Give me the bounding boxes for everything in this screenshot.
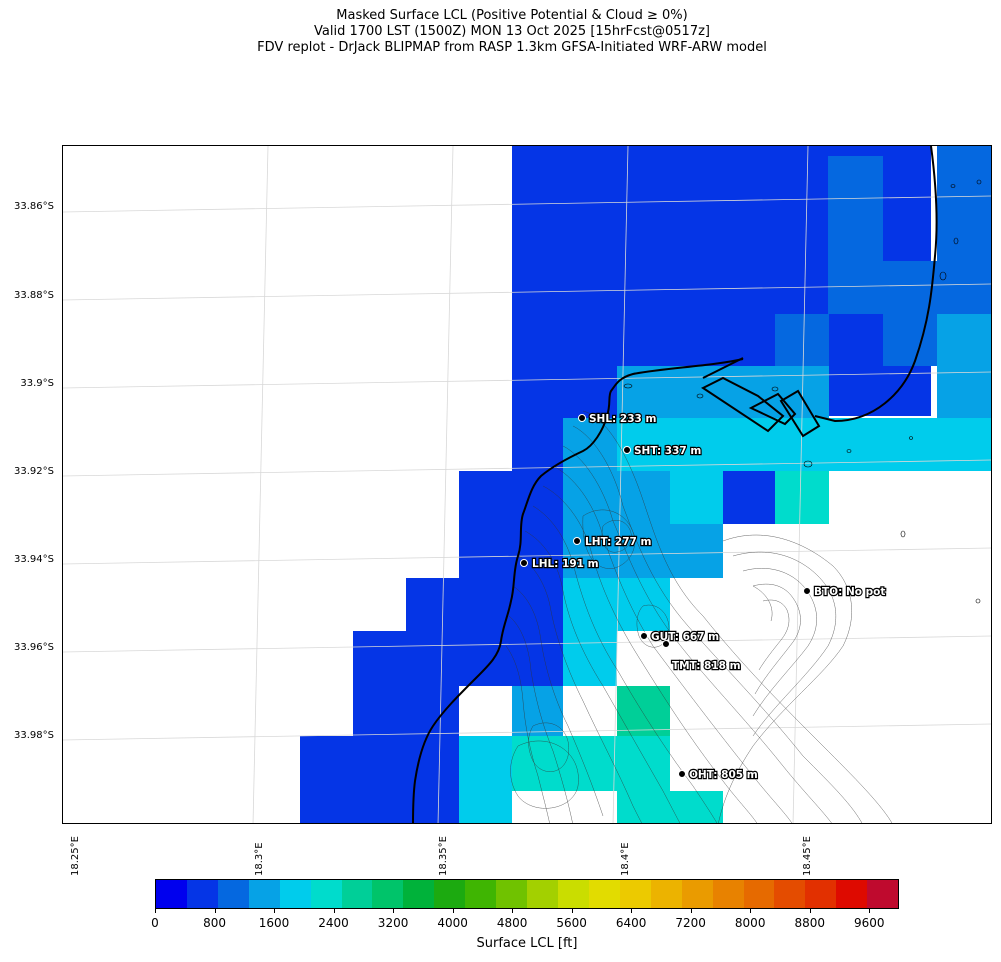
lat-tick-label: 33.92°S [14, 466, 54, 477]
colorbar-tick-mark [809, 909, 811, 913]
site-label-lht: LHT: 277 m [585, 536, 651, 548]
colorbar-tick-mark [631, 909, 633, 913]
site-label-tmt: TMT: 818 m [672, 660, 741, 672]
colorbar-swatch [743, 880, 775, 908]
harbour-details [623, 179, 982, 604]
colorbar-tick-mark [690, 909, 692, 913]
site-marker-tmt[interactable] [662, 640, 670, 648]
colorbar-swatch [681, 880, 713, 908]
site-markers-layer: SHL: 233 m SHT: 337 m LHT: 277 m LHL: 191 m… [520, 412, 887, 782]
lcl-raster-cells [300, 146, 991, 823]
colorbar-tick-mark [333, 909, 335, 913]
map-title-line2: Valid 1700 LST (1500Z) MON 13 Oct 2025 [… [314, 24, 710, 39]
coastline [412, 146, 938, 823]
raster-zone-sky-1 [775, 314, 829, 366]
map-title-line3: FDV replot - DrJack BLIPMAP from RASP 1.… [257, 40, 767, 55]
site-label-oht: OHT: 805 m [689, 769, 758, 781]
map-title-block: Masked Surface LCL (Positive Potential &… [0, 8, 1001, 56]
colorbar-swatch [186, 880, 218, 908]
lon-tick-label: 18.4°E [620, 842, 631, 876]
colorbar-tick-label: 2400 [318, 916, 349, 930]
colorbar-swatch [712, 880, 744, 908]
colorbar-tick-mark [452, 909, 454, 913]
colorbar-tick-mark [155, 909, 156, 913]
raster-zone-turq-4 [563, 736, 617, 791]
lat-tick-label: 33.86°S [14, 201, 54, 212]
raster-zone-sky-2 [563, 314, 991, 471]
site-marker-bto[interactable] [803, 587, 811, 595]
colorbar-swatch [310, 880, 342, 908]
colorbar-tick-label: 9600 [853, 916, 885, 930]
colorbar-swatch [527, 880, 558, 908]
colorbar-tick-label: 800 [203, 916, 226, 930]
site-marker-sht[interactable] [623, 446, 631, 454]
colorbar-tick-label: 0 [151, 916, 159, 930]
colorbar-tick-label: 8800 [794, 916, 825, 930]
lat-tick-label: 33.9°S [20, 378, 54, 389]
lat-tick-label: 33.88°S [14, 290, 54, 301]
colorbar-tick-mark [214, 909, 216, 913]
colorbar-tick-mark [393, 909, 395, 913]
colorbar-tick-label: 4000 [437, 916, 468, 930]
colorbar-swatch [774, 880, 806, 908]
colorbar-tick-mark [274, 909, 276, 913]
lat-tick-label: 33.98°S [14, 730, 54, 741]
site-label-bto: BTO: No pot [814, 586, 885, 598]
lcl-map-panel[interactable]: SHL: 233 m SHT: 337 m LHT: 277 m LHL: 191 m… [62, 145, 992, 824]
map-canvas [63, 146, 991, 823]
colorbar-tick-label: 8000 [734, 916, 766, 930]
colorbar-swatch [496, 880, 528, 908]
colorbar-swatch [248, 880, 280, 908]
colorbar-swatch [805, 880, 837, 908]
colorbar-swatch [867, 880, 899, 908]
colorbar-tick-mark [869, 909, 871, 913]
site-marker-gut[interactable] [640, 632, 648, 640]
site-label-shl: SHL: 233 m [589, 413, 656, 425]
site-marker-lhl[interactable] [520, 559, 528, 567]
site-label-lhl: LHL: 191 m [532, 558, 599, 570]
lon-tick-label: 18.35°E [438, 836, 449, 876]
site-label-gut: GUT: 667 m [651, 631, 719, 643]
lon-tick-label: 18.3°E [254, 842, 265, 876]
colorbar-swatch [156, 880, 187, 908]
colorbar-tick-label: 1600 [258, 916, 290, 930]
colorbar-swatch [217, 880, 249, 908]
colorbar-tick-label: 5600 [556, 916, 587, 930]
colorbar-swatch [836, 880, 868, 908]
colorbar-swatch [619, 880, 651, 908]
colorbar-swatch [434, 880, 466, 908]
raster-zone-turq-3 [617, 686, 670, 736]
colorbar-swatch [372, 880, 404, 908]
colorbar-tick-mark [512, 909, 514, 913]
colorbar-label: Surface LCL [ft] [476, 936, 578, 951]
site-marker-lht[interactable] [573, 537, 581, 545]
colorbar-swatch [465, 880, 497, 908]
colorbar-swatch [279, 880, 311, 908]
colorbar-tick-label: 7200 [675, 916, 706, 930]
graticule [63, 146, 991, 823]
lat-tick-label: 33.94°S [14, 554, 54, 565]
colorbar-swatch [403, 880, 435, 908]
colorbar-tick-mark [571, 909, 573, 913]
site-label-sht: SHT: 337 m [634, 445, 701, 457]
colorbar-swatch [557, 880, 589, 908]
lon-tick-label: 18.45°E [802, 836, 813, 876]
raster-zone-turq-1 [775, 471, 829, 524]
colorbar-tick-label: 6400 [615, 916, 647, 930]
site-marker-shl[interactable] [578, 414, 586, 422]
lon-tick-label: 18.25°E [70, 836, 81, 876]
colorbar-swatch [650, 880, 682, 908]
colorbar-tick-label: 4800 [496, 916, 528, 930]
colorbar-tick-label: 3200 [377, 916, 409, 930]
colorbar-swatch [341, 880, 373, 908]
terrain-contours [505, 410, 893, 823]
site-marker-oht[interactable] [678, 770, 686, 778]
map-title-line1: Masked Surface LCL (Positive Potential &… [336, 8, 688, 23]
colorbar-swatch [588, 880, 620, 908]
lcl-colorbar [155, 879, 899, 909]
colorbar-tick-mark [750, 909, 752, 913]
lat-tick-label: 33.96°S [14, 642, 54, 653]
raster-zone-cyan-2 [563, 578, 670, 686]
raster-zone-upper-right [828, 146, 991, 366]
